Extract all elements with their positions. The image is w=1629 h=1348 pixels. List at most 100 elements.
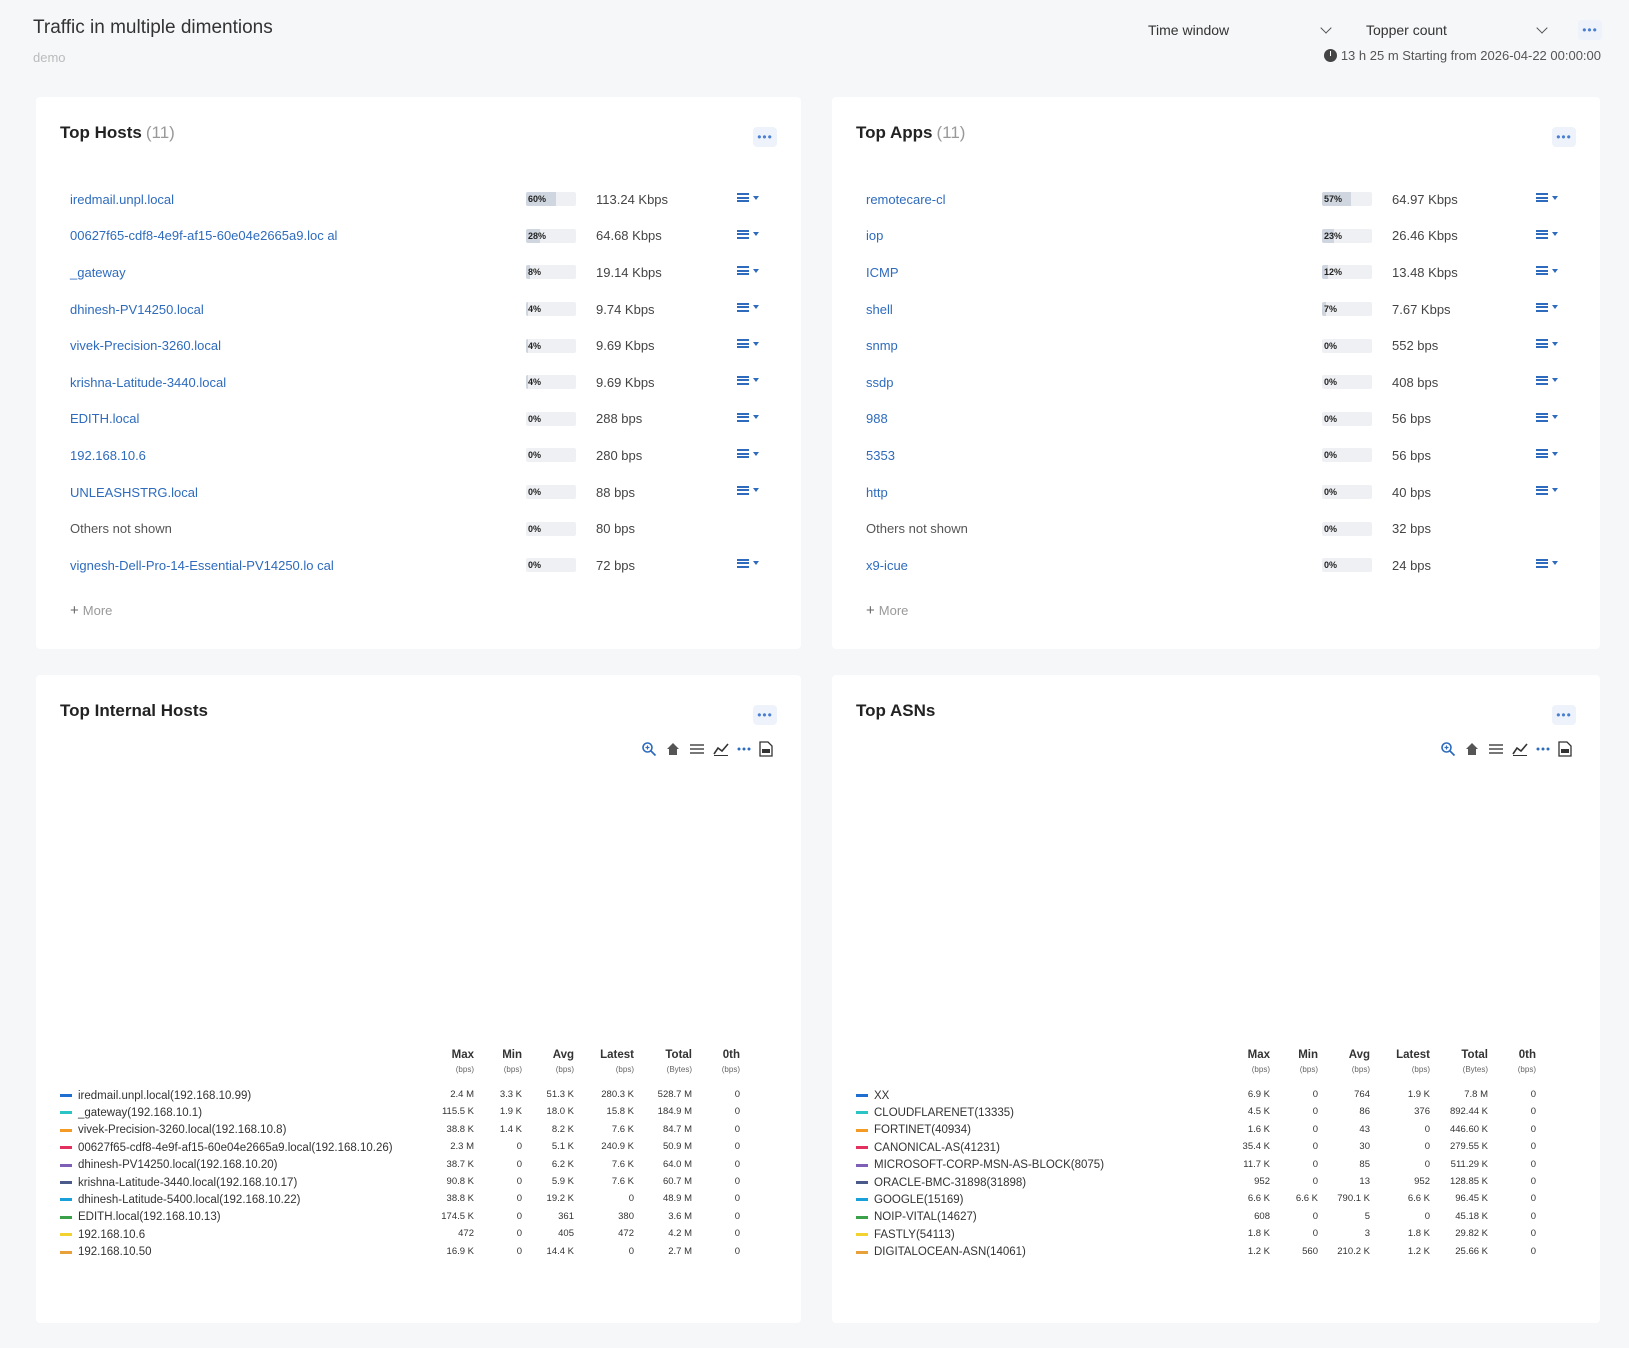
menu-icon — [737, 412, 749, 422]
legend-swatch — [60, 1233, 72, 1237]
row-name-link[interactable]: dhinesh-PV14250.local — [70, 301, 204, 317]
row-name-link[interactable]: 5353 — [866, 447, 895, 463]
row-menu-button[interactable] — [737, 375, 759, 385]
legend-item[interactable]: MICROSOFT-CORP-MSN-AS-BLOCK(8075) — [856, 1157, 1104, 1174]
legend-item[interactable]: iredmail.unpl.local(192.168.10.99) — [60, 1087, 251, 1104]
card-menu-icon[interactable]: ••• — [1552, 705, 1576, 725]
legend-column-header[interactable]: Latest — [600, 1049, 634, 1061]
row-name-link[interactable]: _gateway — [70, 264, 126, 280]
percent-fill — [1322, 302, 1326, 317]
row-name-link[interactable]: 192.168.10.6 — [70, 447, 146, 463]
row-name-link[interactable]: vivek-Precision-3260.local — [70, 338, 222, 354]
legend-item[interactable]: CANONICAL-AS(41231) — [856, 1139, 1000, 1156]
zoom-icon[interactable]: 0800 K2 M2 M14:0016:0018:0020:0022:0022 … — [641, 741, 657, 757]
legend-stat: 0 — [1530, 1245, 1536, 1257]
dots-icon[interactable] — [1536, 741, 1550, 757]
legend-column-header[interactable]: Total — [1461, 1049, 1488, 1061]
row-name-link[interactable]: 988 — [866, 411, 888, 427]
row-menu-button[interactable] — [737, 193, 759, 202]
row-name-link[interactable]: snmp — [866, 338, 898, 354]
row-menu-button[interactable] — [737, 229, 759, 239]
pdf-icon[interactable] — [759, 741, 773, 757]
more-link[interactable]: + More — [70, 602, 112, 619]
row-name-link[interactable]: http — [866, 484, 888, 500]
row-name-link[interactable]: remotecare-cl — [866, 191, 946, 207]
home-icon[interactable] — [1464, 741, 1480, 757]
row-name-link[interactable]: EDITH.local — [70, 411, 140, 427]
percent-bar: 60% — [526, 192, 576, 207]
row-menu-button[interactable] — [737, 449, 759, 459]
more-options-icon[interactable]: ••• — [1578, 20, 1602, 40]
row-menu-button[interactable] — [1536, 375, 1558, 385]
legend-item[interactable]: 192.168.10.50 — [60, 1244, 152, 1261]
row-name-link[interactable]: ICMP — [866, 264, 899, 280]
row-menu-button[interactable] — [737, 266, 759, 276]
row-menu-button[interactable] — [737, 558, 759, 568]
legend-item[interactable]: krishna-Latitude-3440.local(192.168.10.1… — [60, 1174, 297, 1191]
row-menu-button[interactable] — [1536, 266, 1558, 276]
row-menu-button[interactable] — [1536, 193, 1558, 202]
legend-item[interactable]: 00627f65-cdf8-4e9f-af15-60e04e2665a9.loc… — [60, 1139, 393, 1156]
legend-column-header[interactable]: 0th — [1518, 1049, 1536, 1061]
list-icon[interactable] — [1488, 741, 1504, 757]
pdf-icon[interactable] — [1558, 741, 1572, 757]
card-menu-icon[interactable]: ••• — [753, 127, 777, 147]
legend-item[interactable]: DIGITALOCEAN-ASN(14061) — [856, 1244, 1026, 1261]
caret-down-icon — [753, 488, 759, 493]
row-menu-button[interactable] — [1536, 558, 1558, 568]
row-menu-button[interactable] — [737, 302, 759, 312]
legend-item[interactable]: dhinesh-PV14250.local(192.168.10.20) — [60, 1157, 277, 1174]
row-menu-button[interactable] — [1536, 485, 1558, 495]
row-name-link[interactable]: x9-icue — [866, 557, 908, 573]
row-name-link[interactable]: vignesh-Dell-Pro-14-Essential-PV14250.lo… — [70, 557, 334, 573]
line-chart-icon[interactable] — [713, 741, 729, 757]
legend-item[interactable]: ORACLE-BMC-31898(31898) — [856, 1174, 1026, 1191]
legend-column-header[interactable]: Min — [502, 1049, 522, 1061]
topper-count-select[interactable]: Topper count — [1358, 14, 1554, 46]
row-menu-button[interactable] — [1536, 229, 1558, 239]
row-name-link[interactable]: iredmail.unpl.local — [70, 191, 175, 207]
legend-item[interactable]: 192.168.10.6 — [60, 1226, 145, 1243]
legend-column-header[interactable]: Avg — [1348, 1049, 1370, 1061]
legend-item[interactable]: EDITH.local(192.168.10.13) — [60, 1209, 221, 1226]
line-chart-icon[interactable] — [1512, 741, 1528, 757]
list-icon[interactable] — [689, 741, 705, 757]
row-menu-button[interactable] — [1536, 412, 1558, 422]
card-menu-icon[interactable]: ••• — [753, 705, 777, 725]
legend-item[interactable]: NOIP-VITAL(14627) — [856, 1209, 977, 1226]
row-name-link[interactable]: iop — [866, 228, 884, 244]
legend-column-header[interactable]: Avg — [552, 1049, 574, 1061]
row-name-link[interactable]: shell — [866, 301, 893, 317]
legend-item[interactable]: vivek-Precision-3260.local(192.168.10.8) — [60, 1122, 286, 1139]
legend-item[interactable]: FORTINET(40934) — [856, 1122, 971, 1139]
legend-column-header[interactable]: Min — [1298, 1049, 1318, 1061]
row-menu-button[interactable] — [1536, 302, 1558, 312]
legend-column-header[interactable]: Max — [1247, 1049, 1270, 1061]
legend-column-header[interactable]: Latest — [1396, 1049, 1430, 1061]
legend-column-header[interactable]: Max — [451, 1049, 474, 1061]
legend-stat: 50.9 M — [662, 1141, 692, 1153]
row-menu-button[interactable] — [737, 485, 759, 495]
row-menu-button[interactable] — [737, 412, 759, 422]
legend-column-header[interactable]: Total — [665, 1049, 692, 1061]
card-menu-icon[interactable]: ••• — [1552, 127, 1576, 147]
row-menu-button[interactable] — [737, 339, 759, 349]
row-name-link[interactable]: 00627f65-cdf8-4e9f-af15-60e04e2665a9.loc… — [70, 228, 338, 244]
row-menu-button[interactable] — [1536, 449, 1558, 459]
home-icon[interactable] — [665, 741, 681, 757]
zoom-icon[interactable]: 010 K20 K30 K40 K14:0016:0018:0020:0022:… — [1440, 741, 1456, 757]
legend-item[interactable]: CLOUDFLARENET(13335) — [856, 1104, 1014, 1121]
legend-item[interactable]: FASTLY(54113) — [856, 1226, 955, 1243]
legend-item[interactable]: dhinesh-Latitude-5400.local(192.168.10.2… — [60, 1191, 301, 1208]
row-name-link[interactable]: UNLEASHSTRG.local — [70, 484, 198, 500]
row-menu-button[interactable] — [1536, 339, 1558, 349]
more-link[interactable]: + More — [866, 602, 908, 619]
legend-item[interactable]: XX — [856, 1087, 889, 1104]
dots-icon[interactable] — [737, 741, 751, 757]
legend-column-header[interactable]: 0th — [722, 1049, 740, 1061]
time-window-select[interactable]: Time window — [1140, 14, 1338, 46]
legend-item[interactable]: _gateway(192.168.10.1) — [60, 1104, 202, 1121]
row-name-link[interactable]: ssdp — [866, 374, 894, 390]
legend-item[interactable]: GOOGLE(15169) — [856, 1191, 963, 1208]
row-name-link[interactable]: krishna-Latitude-3440.local — [70, 374, 227, 390]
